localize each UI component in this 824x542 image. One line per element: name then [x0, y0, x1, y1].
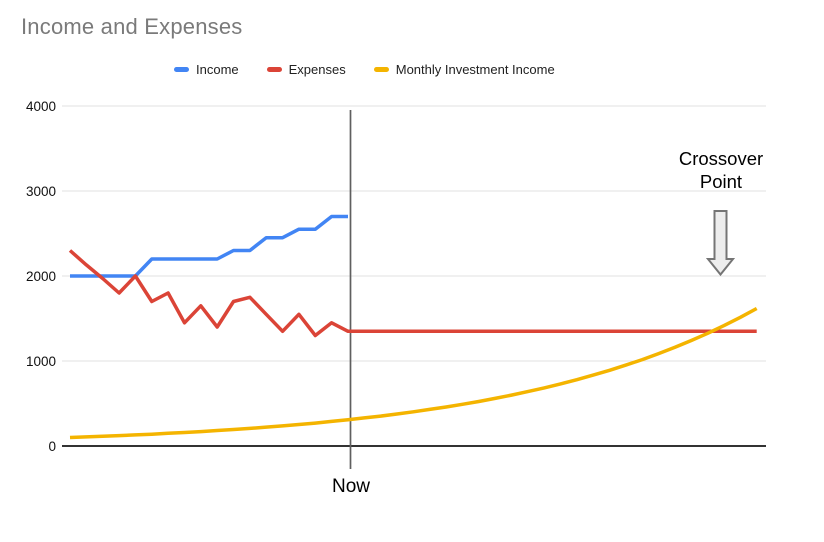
now-label: Now: [331, 476, 370, 497]
legend-item-income: Income: [174, 62, 239, 77]
legend-item-expenses: Expenses: [266, 62, 346, 77]
legend-swatch-icon: [174, 67, 189, 72]
series-monthly-investment-income: [69, 306, 758, 440]
legend: Income Expenses Monthly Investment Income: [174, 62, 555, 77]
legend-label: Income: [196, 62, 239, 77]
legend-swatch-icon: [266, 67, 282, 72]
y-tick-label: 2000: [26, 269, 56, 284]
y-tick-label: 3000: [26, 184, 56, 199]
legend-label: Expenses: [288, 62, 346, 77]
y-tick-label: 4000: [26, 99, 56, 114]
y-tick-label: 0: [48, 439, 56, 454]
chart-title: Income and Expenses: [21, 14, 243, 39]
series-income: [70, 214, 348, 278]
legend-swatch-icon: [373, 67, 389, 72]
legend-item-monthly-investment-income: Monthly Investment Income: [373, 62, 555, 77]
series-expenses: [68, 249, 757, 338]
crossover-arrow-icon: [705, 210, 736, 277]
y-tick-label: 1000: [26, 354, 56, 369]
crossover-label-line1: Crossover: [678, 148, 764, 169]
legend-label: Monthly Investment Income: [395, 62, 555, 77]
crossover-annotation: Crossover Point: [655, 147, 787, 193]
crossover-label-line2: Point: [699, 171, 743, 192]
